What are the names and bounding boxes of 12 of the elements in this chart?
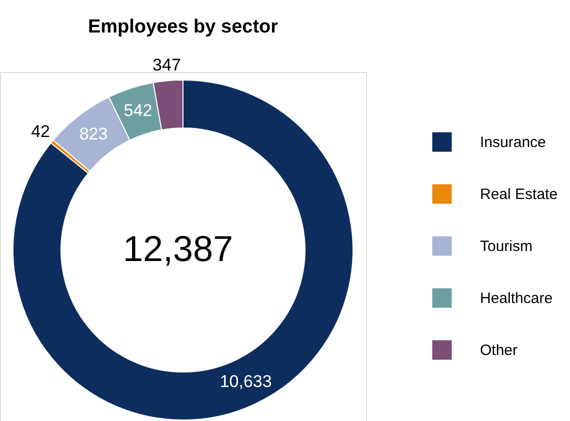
data-label: 823 <box>79 124 108 144</box>
legend-label: Real Estate <box>480 186 558 203</box>
data-label: 347 <box>152 56 181 75</box>
legend-label: Insurance <box>480 134 546 151</box>
legend-label: Other <box>480 342 518 359</box>
chart-title: Employees by sector <box>88 16 279 38</box>
legend-label: Healthcare <box>480 290 553 307</box>
legend-label: Tourism <box>480 238 533 255</box>
text: 12,387 <box>122 228 234 269</box>
data-label: 42 <box>31 122 50 141</box>
data-label: 542 <box>124 101 152 120</box>
data-label: 10,633 <box>220 372 272 391</box>
